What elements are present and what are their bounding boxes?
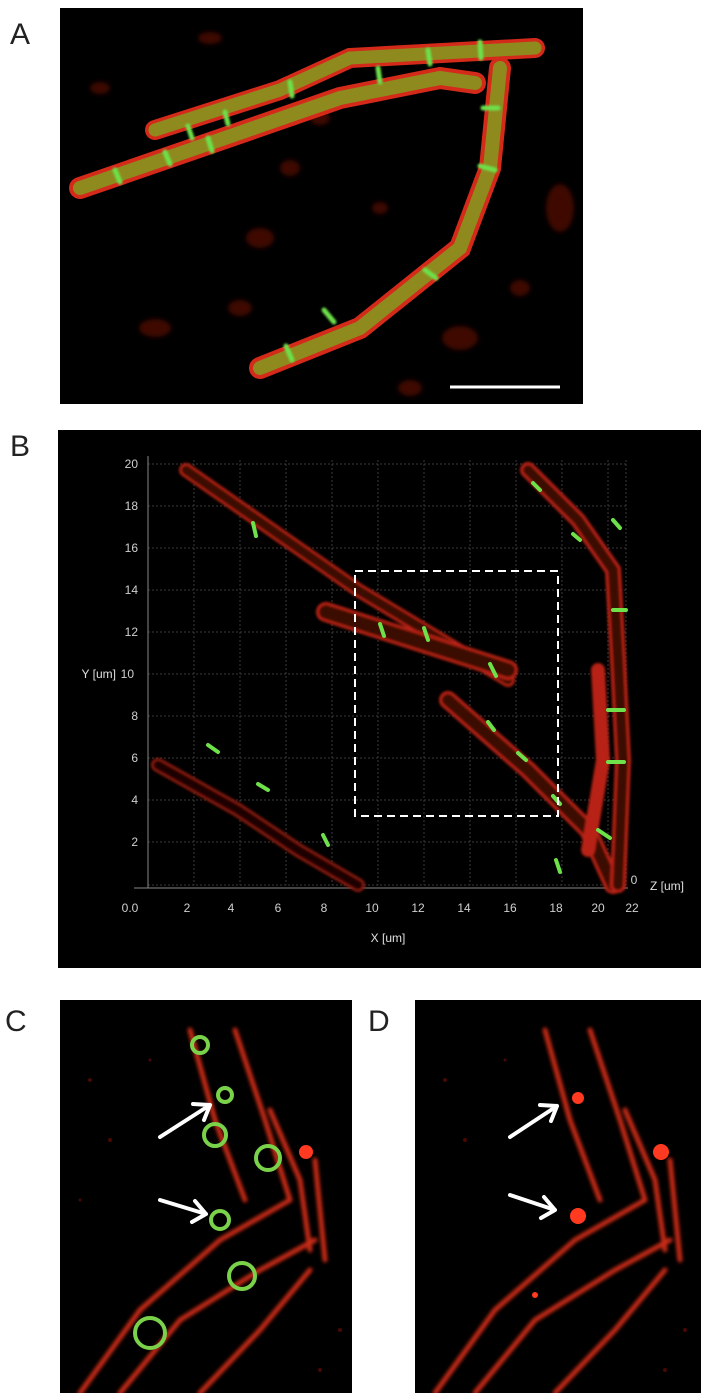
- y-tick-label: 4: [131, 793, 138, 807]
- cells-3d: [151, 462, 632, 894]
- x-tick-label: 16: [503, 901, 517, 915]
- x-tick-labels: 0.0 2 4 6 8 10 12 14 16 18 20 22: [122, 901, 639, 915]
- membrane-spots-d: [532, 1092, 669, 1298]
- zoom-region-box: [354, 570, 559, 817]
- y-axis-label: Y [um]: [82, 667, 116, 681]
- z-ring-septa-c: [133, 1035, 282, 1350]
- y-tick-labels: 2 4 6 8 10 12 14 16 18 20: [121, 457, 139, 849]
- arrow-icon: [508, 1193, 557, 1220]
- background-speckle-c: [78, 1058, 342, 1372]
- panel-b-3d-plot: 2 4 6 8 10 12 14 16 18 20 Y [um] 0.0 2 4…: [58, 430, 701, 968]
- y-tick-label: 6: [131, 751, 138, 765]
- cells-zoom-c: [77, 1027, 328, 1393]
- y-tick-label: 8: [131, 709, 138, 723]
- panel-c-letter: C: [5, 1005, 27, 1038]
- x-axis-label: X [um]: [371, 931, 406, 945]
- panel-a-image: [69, 32, 574, 396]
- z-tick-label: 0: [631, 873, 638, 887]
- y-tick-label: 14: [125, 583, 139, 597]
- panel-d-zoom-membrane: [415, 1000, 701, 1393]
- panel-d-letter: D: [368, 1005, 390, 1038]
- arrow-icon: [158, 1102, 212, 1139]
- septa-3d: [206, 481, 628, 874]
- arrow-icon: [158, 1198, 208, 1224]
- panel-a-letter: A: [10, 18, 31, 51]
- x-tick-label: 2: [184, 901, 191, 915]
- background-speckle: [90, 32, 574, 396]
- x-tick-label: 8: [321, 901, 328, 915]
- arrows-d: [508, 1103, 559, 1220]
- plot-grid: [147, 460, 627, 886]
- x-tick-label: 22: [625, 901, 639, 915]
- x-tick-label: 12: [411, 901, 425, 915]
- panel-d-image: [432, 1027, 687, 1393]
- panel-a-micrograph: [60, 8, 583, 404]
- y-tick-label: 20: [125, 457, 139, 471]
- x-tick-label: 20: [591, 901, 605, 915]
- z-axis-label: Z [um]: [650, 879, 684, 893]
- cells-zoom-d: [432, 1027, 683, 1393]
- x-tick-label: 4: [228, 901, 235, 915]
- x-tick-label: 14: [457, 901, 471, 915]
- x-tick-label: 18: [549, 901, 563, 915]
- arrow-icon: [508, 1103, 559, 1139]
- bacterial-cells: [69, 38, 545, 379]
- y-tick-label: 10: [121, 667, 135, 681]
- panel-b-letter: B: [10, 430, 31, 463]
- septa-marks: [112, 39, 501, 363]
- panel-b-image: 2 4 6 8 10 12 14 16 18 20 Y [um] 0.0 2 4…: [82, 456, 684, 945]
- spot-c: [299, 1145, 313, 1159]
- arrows-c: [158, 1102, 212, 1224]
- panel-c-zoom-merged: [60, 1000, 352, 1393]
- panel-c-image: [77, 1027, 342, 1393]
- x-tick-label: 0.0: [122, 901, 139, 915]
- x-tick-label: 6: [275, 901, 282, 915]
- x-tick-label: 10: [365, 901, 379, 915]
- y-tick-label: 12: [125, 625, 139, 639]
- y-tick-label: 18: [125, 499, 139, 513]
- y-tick-label: 2: [131, 835, 138, 849]
- y-tick-label: 16: [125, 541, 139, 555]
- background-speckle-d: [443, 1058, 687, 1372]
